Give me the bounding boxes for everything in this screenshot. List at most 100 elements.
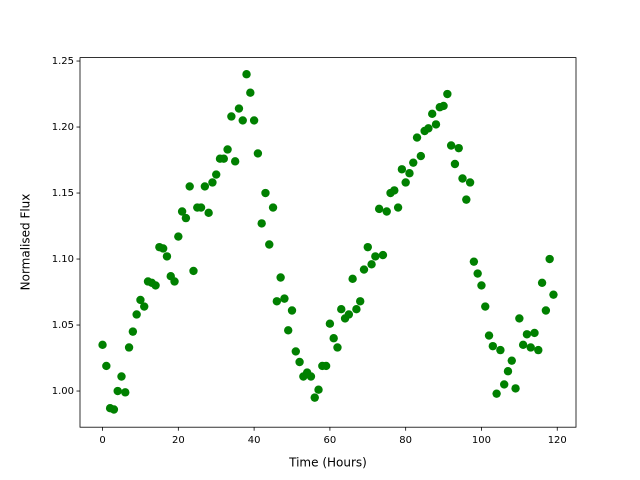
data-point — [363, 242, 372, 252]
data-point — [109, 405, 119, 414]
plot-frame — [79, 57, 577, 428]
data-point — [518, 340, 528, 350]
data-point — [132, 310, 141, 319]
data-point — [230, 157, 240, 166]
y-tick-label: 1.10 — [52, 254, 74, 265]
y-tick-label: 1.00 — [52, 386, 74, 397]
y-tick-label: 1.15 — [52, 188, 74, 199]
data-point — [393, 203, 403, 212]
data-point — [291, 347, 300, 356]
data-point — [314, 385, 323, 394]
data-point — [295, 357, 304, 367]
data-point — [333, 343, 342, 352]
x-tick-label: 120 — [548, 435, 567, 446]
y-axis-label: Normalised Flux — [19, 194, 33, 291]
data-point — [124, 343, 134, 352]
data-point — [367, 260, 376, 269]
data-point — [484, 331, 494, 340]
x-tick-label: 80 — [399, 435, 412, 446]
data-point — [443, 89, 452, 99]
data-point — [117, 372, 126, 381]
data-point — [321, 361, 331, 371]
data-point — [337, 304, 346, 314]
data-point — [371, 252, 380, 261]
data-point — [462, 195, 471, 204]
data-point — [401, 178, 410, 187]
data-point — [348, 274, 357, 284]
data-point — [416, 151, 426, 161]
x-tick-label: 0 — [99, 435, 105, 446]
data-point — [359, 265, 369, 274]
data-point — [261, 188, 270, 198]
data-point — [140, 302, 149, 311]
data-point — [200, 182, 210, 191]
data-point — [257, 219, 266, 228]
data-point — [397, 165, 407, 174]
data-point — [204, 208, 213, 218]
data-point — [541, 306, 551, 315]
data-point — [473, 269, 482, 278]
data-point — [227, 112, 236, 121]
data-point — [272, 297, 282, 306]
data-point — [374, 204, 384, 214]
data-point — [310, 393, 319, 402]
data-point — [446, 141, 456, 150]
data-point — [208, 178, 217, 187]
data-point — [534, 345, 543, 355]
data-point — [242, 70, 251, 79]
data-point — [223, 145, 232, 154]
x-tick-label: 60 — [324, 435, 337, 446]
data-point — [113, 386, 122, 396]
data-point — [219, 154, 228, 163]
data-point — [526, 343, 535, 352]
data-point — [284, 326, 293, 335]
data-point — [280, 294, 289, 303]
data-point — [511, 384, 520, 393]
data-point — [174, 232, 183, 241]
data-point — [545, 254, 554, 264]
data-point — [378, 250, 388, 260]
data-point — [477, 281, 486, 290]
data-point — [287, 306, 297, 315]
data-point — [265, 240, 274, 249]
x-axis-label: Time (Hours) — [288, 456, 367, 470]
y-tick-label: 1.05 — [52, 320, 74, 331]
data-point — [344, 310, 354, 319]
data-point — [537, 278, 547, 287]
data-point — [382, 207, 391, 216]
data-point — [488, 341, 498, 351]
data-point — [405, 169, 414, 178]
data-point — [181, 213, 191, 223]
data-point — [492, 389, 501, 398]
data-point — [189, 266, 198, 276]
data-point — [450, 159, 460, 169]
data-point — [212, 170, 221, 179]
y-tick-label: 1.25 — [52, 56, 74, 67]
data-point — [158, 244, 168, 253]
data-point — [136, 295, 145, 305]
data-point — [549, 290, 558, 299]
data-point — [428, 109, 437, 119]
data-point — [234, 104, 244, 113]
data-point — [515, 314, 524, 323]
y-tick-label: 1.20 — [52, 122, 74, 133]
data-point — [196, 203, 206, 212]
data-point — [465, 178, 475, 187]
data-point — [530, 328, 539, 338]
data-point — [276, 273, 285, 282]
data-point — [412, 133, 422, 142]
data-point — [496, 345, 505, 355]
data-point — [454, 143, 463, 153]
x-tick-label: 20 — [172, 435, 185, 446]
data-point — [499, 380, 509, 389]
data-point — [238, 116, 247, 125]
data-point — [268, 203, 278, 212]
data-point — [424, 124, 433, 133]
data-point — [458, 174, 467, 183]
data-point — [162, 252, 172, 261]
data-point — [431, 120, 441, 129]
data-point — [121, 388, 130, 397]
data-point — [98, 340, 107, 350]
data-point — [522, 330, 532, 339]
